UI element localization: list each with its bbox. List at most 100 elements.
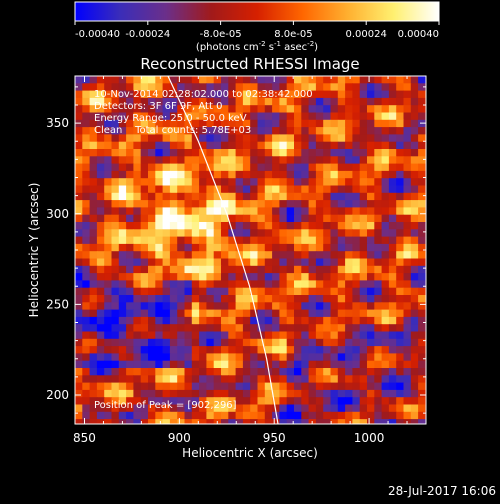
heatmap-cell xyxy=(337,316,346,325)
y-axis-label: Heliocentric Y (arcsec) xyxy=(27,183,41,318)
heatmap-cell xyxy=(89,375,98,384)
heatmap-cell xyxy=(301,76,310,84)
heatmap-cell xyxy=(286,287,295,296)
heatmap-cell xyxy=(133,338,142,347)
heatmap-cell xyxy=(169,119,178,128)
heatmap-cell xyxy=(206,353,215,362)
heatmap-cell xyxy=(345,273,353,281)
heatmap-cell xyxy=(111,258,120,267)
heatmap-cell xyxy=(221,316,229,325)
heatmap-cell xyxy=(359,127,368,135)
heatmap-cell xyxy=(323,404,332,413)
heatmap-cell xyxy=(133,200,142,208)
heatmap-cell xyxy=(410,302,419,311)
heatmap-cell xyxy=(403,295,412,303)
heatmap-cell xyxy=(345,287,353,296)
heatmap-cell xyxy=(75,251,83,260)
heatmap-cell xyxy=(118,280,127,289)
heatmap-cell xyxy=(177,83,186,92)
heatmap-cell xyxy=(235,236,244,245)
heatmap-cell xyxy=(89,185,98,194)
heatmap-cell xyxy=(359,178,368,187)
heatmap-cell xyxy=(367,134,375,143)
heatmap-cell xyxy=(206,178,215,187)
heatmap-cell xyxy=(286,265,295,274)
heatmap-cell xyxy=(184,419,193,424)
heatmap-cell xyxy=(345,346,353,354)
heatmap-cell xyxy=(286,280,295,289)
heatmap-cell xyxy=(410,222,419,230)
heatmap-cell xyxy=(140,149,149,157)
heatmap-cell xyxy=(381,397,390,406)
heatmap-cell xyxy=(177,419,186,424)
heatmap-cell xyxy=(184,149,193,157)
heatmap-cell xyxy=(301,214,310,223)
heatmap-cell xyxy=(337,353,346,362)
heatmap-cell xyxy=(418,265,426,274)
heatmap-cell xyxy=(242,375,251,384)
heatmap-cell xyxy=(82,243,91,252)
heatmap-cell xyxy=(418,382,426,391)
heatmap-cell xyxy=(89,207,98,216)
heatmap-cell xyxy=(126,375,134,384)
heatmap-cell xyxy=(82,170,91,179)
heatmap-cell xyxy=(206,105,215,114)
heatmap-cell xyxy=(162,134,171,143)
heatmap-cell xyxy=(257,185,266,194)
heatmap-cell xyxy=(242,185,251,194)
heatmap-cell xyxy=(111,368,120,376)
heatmap-cell xyxy=(89,229,98,238)
heatmap-cell xyxy=(264,287,273,296)
heatmap-cell xyxy=(221,251,229,260)
heatmap-cell xyxy=(250,222,259,230)
heatmap-cell xyxy=(381,222,390,230)
heatmap-cell xyxy=(118,411,127,420)
heatmap-cell xyxy=(323,97,332,106)
heatmap-cell xyxy=(279,346,288,354)
heatmap-cell xyxy=(388,141,397,150)
heatmap-cell xyxy=(410,149,419,157)
heatmap-cell xyxy=(301,419,310,424)
heatmap-cell xyxy=(367,83,375,92)
heatmap-cell xyxy=(374,156,383,165)
heatmap-cell xyxy=(337,338,346,347)
heatmap-cell xyxy=(96,149,105,157)
heatmap-cell xyxy=(75,185,83,194)
heatmap-cell xyxy=(257,295,266,303)
heatmap-cell xyxy=(403,368,412,376)
heatmap-cell xyxy=(162,404,171,413)
heatmap-cell xyxy=(403,134,412,143)
heatmap-cell xyxy=(294,185,302,194)
heatmap-cell xyxy=(388,149,397,157)
heatmap-cell xyxy=(425,229,426,238)
heatmap-cell xyxy=(199,346,207,354)
heatmap-cell xyxy=(169,353,178,362)
heatmap-cell xyxy=(403,178,412,187)
heatmap-cell xyxy=(272,295,280,303)
heatmap-cell xyxy=(367,287,375,296)
heatmap-cell xyxy=(272,192,280,201)
heatmap-cell xyxy=(89,134,98,143)
heatmap-cell xyxy=(323,338,332,347)
heatmap-cell xyxy=(140,229,149,238)
heatmap-cell xyxy=(169,419,178,424)
heatmap-cell xyxy=(191,331,200,340)
heatmap-cell xyxy=(294,83,302,92)
heatmap-cell xyxy=(206,222,215,230)
heatmap-cell xyxy=(235,229,244,238)
heatmap-cell xyxy=(96,251,105,260)
heatmap-cell xyxy=(221,119,229,128)
heatmap-cell xyxy=(221,404,229,413)
heatmap-cell xyxy=(352,346,361,354)
heatmap-cell xyxy=(118,397,127,406)
heatmap-cell xyxy=(111,360,120,369)
heatmap-cell xyxy=(381,149,390,157)
heatmap-cell xyxy=(294,214,302,223)
heatmap-cell xyxy=(367,214,375,223)
heatmap-cell xyxy=(381,360,390,369)
heatmap-cell xyxy=(403,251,412,260)
heatmap-cell xyxy=(148,353,156,362)
heatmap-cell xyxy=(228,163,237,172)
heatmap-cell xyxy=(242,229,251,238)
heatmap-cell xyxy=(418,170,426,179)
